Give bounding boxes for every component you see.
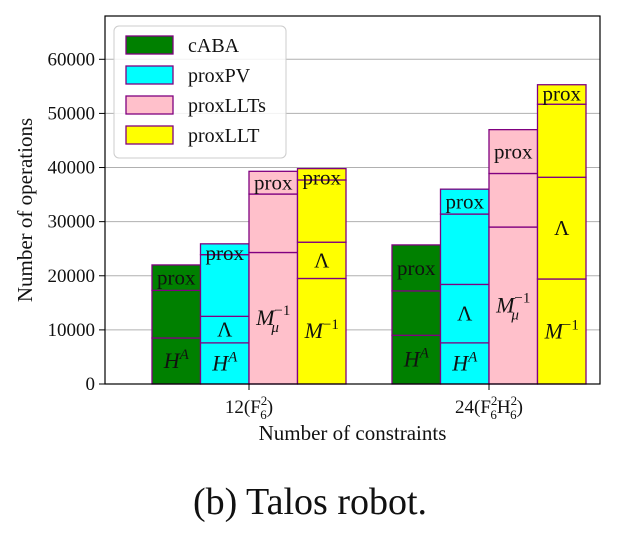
y-tick-label: 30000 (48, 212, 96, 233)
figure-caption: (b) Talos robot. (192, 481, 428, 523)
legend-swatch (125, 65, 174, 85)
legend-item: proxLLT (125, 125, 259, 147)
bar-segment (536, 103, 587, 178)
bar-segment (296, 167, 347, 181)
segment-label: prox (397, 256, 436, 280)
segment-label: prox (254, 171, 293, 195)
y-axis-label: Number of operations (13, 118, 37, 302)
legend-label: proxLLT (188, 125, 259, 147)
bar-segment (199, 342, 250, 385)
legend-swatch (125, 125, 174, 145)
bar-segment (391, 290, 442, 336)
bar-segment (536, 84, 587, 105)
segment-label: prox (157, 266, 196, 290)
y-axis-ticks: 0 10000 20000 30000 40000 50000 60000 (48, 49, 105, 395)
legend-box (113, 25, 287, 159)
bar-segment (488, 172, 539, 228)
x-tick-label: 12(F2 6) (225, 393, 273, 422)
bar-segment (248, 193, 299, 254)
segment-label: prox (494, 140, 533, 164)
segment-label: prox (206, 241, 245, 265)
legend-swatch (125, 95, 174, 115)
bar-segment (439, 213, 490, 286)
legend-label: proxLLTs (188, 95, 266, 117)
bar-segment (151, 289, 202, 339)
x-axis-label: Number of constraints (259, 421, 447, 445)
bar-segment (248, 251, 299, 385)
bar-segment (296, 179, 347, 243)
bar-segment (199, 254, 250, 318)
segment-label: Λ (314, 248, 330, 272)
segment-label: Λ (217, 318, 233, 342)
segment-label: prox (303, 166, 342, 190)
legend-label: cABA (188, 35, 240, 57)
segment-label: Λ (554, 216, 570, 240)
y-tick-label: 10000 (48, 320, 96, 341)
plot-frame (104, 15, 601, 385)
segment-label: prox (446, 190, 485, 214)
y-tick-label: 20000 (48, 266, 96, 287)
legend: cABA proxPV proxLLTs proxLLT (113, 25, 287, 159)
legend-item: proxLLTs (125, 95, 266, 117)
legend-label: proxPV (188, 65, 251, 87)
x-axis-ticks: 12(F2 6) 24(F2 6H2 6) (225, 384, 523, 422)
segment-label: Λ (457, 302, 473, 326)
y-tick-label: 40000 (48, 158, 96, 179)
legend-item: proxPV (125, 65, 251, 87)
y-tick-label: 60000 (48, 49, 96, 70)
legend-item: cABA (125, 35, 240, 57)
bar-segment (439, 283, 490, 344)
y-tick-label: 0 (86, 374, 96, 395)
x-tick-label: 24(F2 6H2 6) (455, 393, 523, 422)
y-tick-label: 50000 (48, 103, 96, 124)
bar-segment (536, 176, 587, 280)
legend-swatch (125, 35, 174, 55)
segment-label: prox (543, 82, 582, 106)
bar-segment (488, 226, 539, 385)
